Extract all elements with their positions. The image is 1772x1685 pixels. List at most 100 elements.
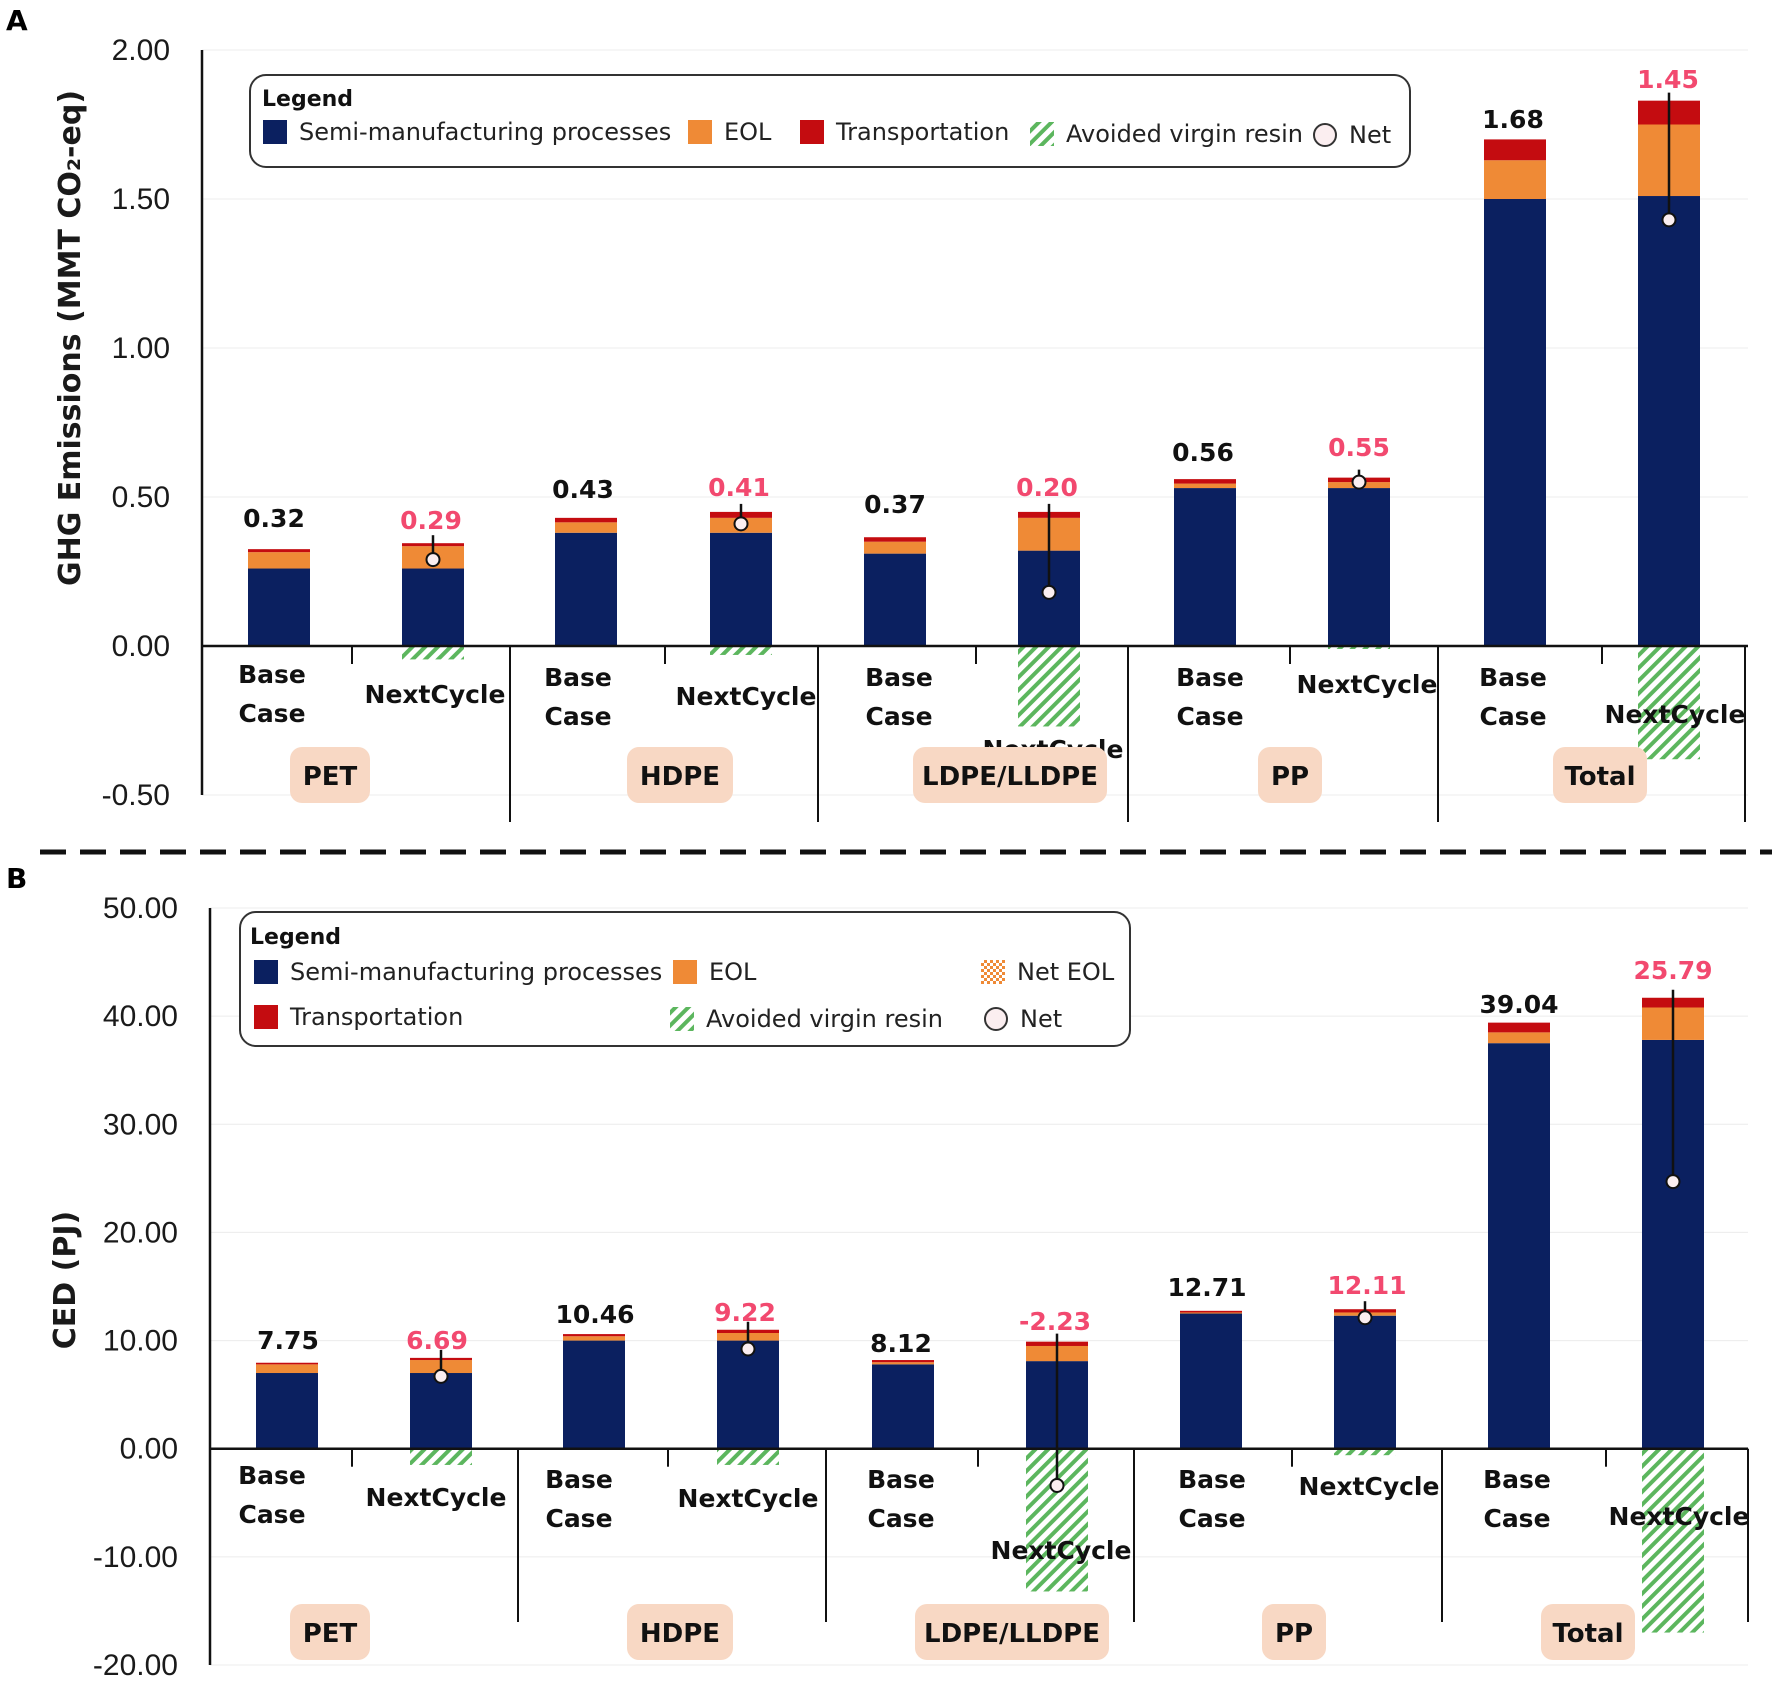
hatched-square-icon	[670, 1007, 694, 1031]
bar-segment-transport	[555, 517, 617, 523]
bar-pp-nextcycle: 0.55 NextCycle	[1297, 433, 1438, 699]
category-label: Base	[544, 663, 612, 692]
bar-segment-semi	[1174, 488, 1236, 646]
bar-segment-semi	[410, 1373, 472, 1449]
bar-pp-nextcycle: 12.11 NextCycle	[1299, 1271, 1440, 1501]
bar-total-nextcycle: 25.79 NextCycle	[1609, 956, 1750, 1633]
group-label-bg	[1553, 747, 1647, 803]
category-label: Case	[865, 702, 932, 731]
eol-square-icon	[673, 960, 697, 984]
bar-segment-semi	[1638, 196, 1700, 646]
bar-segment-avoided	[1638, 646, 1700, 760]
legend-item-semi: Semi-manufacturing processes	[254, 958, 662, 986]
bar-segment-semi	[555, 532, 617, 646]
group-label-bg	[290, 1604, 370, 1660]
bar-segment-eol	[1484, 160, 1546, 199]
category-label: Case	[1178, 1504, 1245, 1533]
bar-ldpe-lldpe-nextcycle: 0.20NextCycle	[983, 473, 1124, 764]
legend: Legend Semi-manufacturing processes EOL Tra…	[249, 74, 1411, 168]
data-label: 0.56	[1172, 438, 1234, 467]
data-label: 0.37	[864, 490, 926, 519]
bar-segment-semi	[710, 532, 772, 646]
legend-item-avoided: Avoided virgin resin	[1030, 120, 1303, 148]
data-label: 0.55	[1328, 433, 1390, 462]
net-marker	[1661, 212, 1677, 228]
bar-segment-semi	[1488, 1043, 1550, 1449]
category-label: Base	[1176, 663, 1244, 692]
data-label: 12.11	[1327, 1271, 1406, 1300]
category-label: NextCycle	[366, 1483, 507, 1512]
group-label-text: Total	[1564, 762, 1635, 792]
bar-ldpe-lldpe-base-case: 8.12 Base Case	[867, 1329, 935, 1533]
net-marker	[433, 1368, 449, 1384]
net-marker	[1665, 1174, 1681, 1190]
bar-segment-semi	[872, 1364, 934, 1449]
category-label: NextCycle	[1297, 670, 1438, 699]
chart-panel-ghg: 2.00 1.50 1.00 0.50 0.00 -0.50 GHG Emissions (…	[53, 34, 1748, 822]
group-label-total: Total	[1541, 1604, 1635, 1660]
checker-square-icon	[981, 960, 1005, 984]
bar-segment-transport	[1488, 1022, 1550, 1033]
legend-item-transport: Transportation	[800, 118, 1009, 146]
bar-segment-transport	[1484, 139, 1546, 161]
category-label: Case	[1479, 702, 1546, 731]
legend-item-label: Net EOL	[1017, 958, 1115, 986]
semi-square-icon	[263, 120, 287, 144]
legend-box	[249, 74, 1411, 168]
data-label: 8.12	[870, 1329, 932, 1358]
bar-segment-avoided	[410, 1448, 472, 1465]
data-label: 39.04	[1479, 990, 1558, 1019]
category-label: NextCycle	[676, 682, 817, 711]
category-label: Case	[544, 702, 611, 731]
legend-item-avoided: Avoided virgin resin	[670, 1005, 943, 1033]
group-label-pp: PP	[1258, 747, 1322, 803]
group-label-ldpe-lldpe: LDPE/LLDPE	[913, 747, 1107, 803]
group-label-bg	[1541, 1604, 1635, 1660]
group-label-text: LDPE/LLDPE	[924, 1619, 1100, 1649]
legend-item-label: Transportation	[289, 1003, 463, 1031]
group-label-pet: PET	[290, 1604, 370, 1660]
bar-hdpe-nextcycle: 0.41 NextCycle	[676, 473, 817, 711]
net-marker	[1049, 1477, 1065, 1493]
bar-segment-semi	[256, 1373, 318, 1449]
group-label-bg	[1258, 747, 1322, 803]
bar-pet-base-case: 0.32 Base Case	[238, 504, 310, 728]
group-label-text: HDPE	[640, 762, 720, 792]
legend-item-eol: EOL	[673, 958, 757, 986]
net-marker	[1041, 584, 1057, 600]
y-tick-label: 1.00	[112, 332, 170, 365]
bar-hdpe-base-case: 10.46 Base Case	[545, 1300, 634, 1533]
bar-pet-base-case: 7.75 Base Case	[238, 1326, 319, 1529]
y-tick-label: 50.00	[103, 892, 178, 925]
group-label-bg	[627, 1604, 733, 1660]
group-label-text: Total	[1552, 1619, 1623, 1649]
category-label: NextCycle	[1609, 1502, 1750, 1531]
bar-segment-transport	[248, 549, 310, 553]
group-label-bg	[915, 1604, 1109, 1660]
bar-segment-avoided	[1328, 646, 1390, 649]
bar-segment-avoided	[1334, 1448, 1396, 1456]
bar-hdpe-base-case: 0.43 Base Case	[544, 475, 617, 731]
category-label: NextCycle	[991, 1536, 1132, 1565]
data-label: 0.43	[552, 475, 614, 504]
legend-item-transport: Transportation	[254, 1003, 463, 1031]
group-label-text: HDPE	[640, 1619, 720, 1649]
legend: Legend Semi-manufacturing processes EOL Net…	[239, 911, 1131, 1047]
group-label-hdpe: HDPE	[627, 747, 733, 803]
y-tick-label: -10.00	[93, 1541, 178, 1574]
group-label-pet: PET	[290, 747, 370, 803]
data-label: 0.41	[708, 473, 770, 502]
legend-item-label: Net	[1020, 1005, 1062, 1033]
data-label: 0.32	[243, 504, 305, 533]
bar-segment-semi	[864, 553, 926, 646]
legend-item-label: EOL	[724, 118, 772, 146]
bar-segment-semi	[248, 568, 310, 646]
category-label: Base	[1178, 1465, 1246, 1494]
semi-square-icon	[254, 960, 278, 984]
legend-item-net: Net	[1313, 121, 1391, 149]
category-label: Base	[238, 660, 306, 689]
bar-segment-eol	[1180, 1312, 1242, 1314]
bar-hdpe-nextcycle: 9.22 NextCycle	[678, 1298, 819, 1513]
bar-segment-transport	[864, 537, 926, 542]
